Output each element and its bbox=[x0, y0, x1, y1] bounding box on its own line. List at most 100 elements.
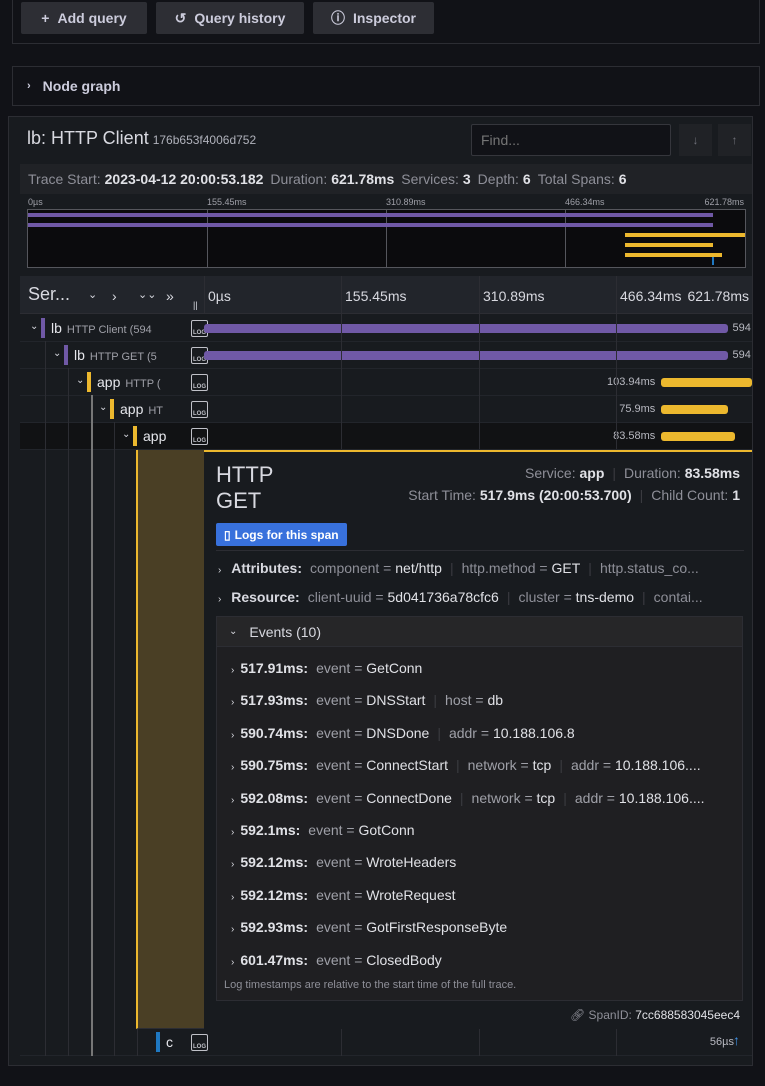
trace-title: lb: HTTP Client 176b653f4006d752 bbox=[27, 128, 257, 148]
history-icon: ↺ bbox=[174, 9, 187, 26]
expand-all-icon[interactable]: » bbox=[166, 288, 174, 304]
chevron-down-icon[interactable]: ⌄ bbox=[122, 429, 131, 440]
service-color-bar bbox=[87, 372, 91, 392]
chevron-right-icon: › bbox=[231, 891, 235, 903]
chevron-right-icon: › bbox=[27, 80, 31, 92]
chevron-right-icon: › bbox=[231, 827, 235, 838]
minimap-span bbox=[625, 253, 722, 257]
attributes-item: http.status_co... bbox=[599, 560, 699, 576]
plus-icon: + bbox=[41, 10, 50, 26]
span-row[interactable]: ⌄ lb HTTP GET (5 LOG 594 bbox=[20, 342, 752, 369]
prev-result-button[interactable]: ↑ bbox=[718, 124, 751, 156]
next-result-button[interactable]: ↓ bbox=[679, 124, 712, 156]
chevron-right-icon: › bbox=[231, 697, 235, 709]
span-row[interactable]: ⌄ lb HTTP Client (594 LOG 594 bbox=[20, 315, 752, 342]
chevron-right-icon: › bbox=[231, 729, 235, 741]
span-name[interactable]: lb HTTP GET (5 bbox=[74, 347, 157, 363]
span-id[interactable]: 🔗︎ SpanID: 7cc688583045eec4 bbox=[569, 1008, 740, 1022]
log-icon[interactable]: LOG bbox=[191, 428, 208, 445]
resource-item: client-uuid = 5d041736a78cfc6 bbox=[307, 589, 499, 605]
event-row[interactable]: › 592.1ms: event = GotConn bbox=[231, 822, 415, 838]
event-row[interactable]: › 592.93ms: event = GotFirstResponseByte bbox=[231, 919, 508, 936]
span-name[interactable]: app bbox=[143, 428, 167, 444]
arrow-down-icon: ↓ bbox=[692, 133, 699, 147]
chevron-down-icon: ⌄ bbox=[229, 626, 238, 637]
log-icon[interactable]: LOG bbox=[191, 401, 208, 418]
expand-one-icon[interactable]: › bbox=[112, 288, 117, 304]
events-section: ⌄ Events (10) › 517.91ms: event = GetConn › 5… bbox=[216, 616, 743, 1001]
timeline-tick: 155.45ms bbox=[345, 288, 407, 304]
chevron-down-icon[interactable]: ⌄ bbox=[99, 402, 108, 413]
span-row[interactable]: ⌄ app HTTP ( LOG 103.94ms bbox=[20, 369, 752, 396]
chevron-right-icon: › bbox=[231, 859, 235, 871]
chevron-down-icon[interactable]: ⌄ bbox=[53, 348, 62, 359]
minimap-gridline bbox=[565, 210, 566, 267]
info-icon: ⓘ bbox=[330, 10, 345, 26]
span-row[interactable]: c LOG 56µs ↑ bbox=[20, 1029, 752, 1056]
chevron-down-icon[interactable]: ⌄ bbox=[30, 321, 39, 332]
query-toolbar: + Add query ↺ Query history ⓘ Inspector bbox=[12, 0, 760, 44]
span-name[interactable]: app HT bbox=[120, 401, 164, 417]
chevron-right-icon: › bbox=[231, 665, 235, 676]
collapse-all-icon[interactable]: ⌄⌄ bbox=[138, 289, 157, 301]
event-row[interactable]: › 517.93ms: event = DNSStart | host = db bbox=[231, 692, 504, 709]
minimap-span bbox=[625, 233, 746, 237]
span-name[interactable]: c bbox=[166, 1034, 173, 1050]
attributes-row[interactable]: › Attributes: component = net/http | http.m… bbox=[218, 560, 699, 576]
service-color-bar bbox=[110, 399, 114, 419]
timeline-gridline bbox=[341, 314, 342, 449]
chevron-right-icon: › bbox=[231, 794, 235, 806]
span-bar[interactable] bbox=[661, 405, 729, 414]
span-row[interactable]: ⌄ app LOG 83.58ms bbox=[20, 423, 752, 450]
span-name[interactable]: lb HTTP Client (594 bbox=[51, 320, 152, 336]
span-bar[interactable] bbox=[661, 378, 752, 387]
span-duration-label: 103.94ms bbox=[606, 376, 656, 388]
span-bar[interactable] bbox=[661, 432, 736, 441]
minimap-tick: 155.45ms bbox=[207, 197, 247, 207]
query-history-button[interactable]: ↺ Query history bbox=[156, 2, 304, 34]
minimap-tick: 621.78ms bbox=[704, 197, 744, 207]
span-name[interactable]: app HTTP ( bbox=[97, 374, 161, 390]
event-row[interactable]: › 592.12ms: event = WroteHeaders bbox=[231, 854, 457, 871]
event-row[interactable]: › 590.74ms: event = DNSDone | addr = 10.188.… bbox=[231, 724, 575, 741]
collapse-one-icon[interactable]: ⌄ bbox=[88, 289, 98, 301]
trace-minimap[interactable] bbox=[27, 209, 746, 268]
timeline-tick: 621.78ms bbox=[687, 288, 749, 304]
chevron-down-icon[interactable]: ⌄ bbox=[76, 375, 85, 386]
event-row[interactable]: › 601.47ms: event = ClosedBody bbox=[231, 951, 442, 968]
minimap-gridline bbox=[207, 210, 208, 267]
column-divider bbox=[341, 276, 342, 314]
event-row[interactable]: › 592.12ms: event = WroteRequest bbox=[231, 886, 456, 903]
event-row[interactable]: › 592.08ms: event = ConnectDone | network = … bbox=[231, 789, 705, 806]
span-duration-label: 594 bbox=[732, 322, 751, 334]
events-toggle[interactable]: ⌄ Events (10) bbox=[217, 617, 742, 647]
find-input[interactable] bbox=[471, 124, 671, 156]
inspector-button[interactable]: ⓘ Inspector bbox=[313, 2, 434, 34]
timeline-tick: 310.89ms bbox=[483, 288, 545, 304]
column-resizer[interactable]: || bbox=[193, 300, 198, 310]
timeline-gridline bbox=[479, 314, 480, 449]
timeline-gridline bbox=[341, 1029, 342, 1056]
tree-guide bbox=[114, 422, 115, 1056]
logs-for-span-button[interactable]: ▯ Logs for this span bbox=[216, 523, 347, 546]
divider bbox=[216, 550, 744, 551]
selected-span-gutter bbox=[136, 450, 204, 1029]
span-duration-label: 75.9ms bbox=[619, 403, 656, 415]
span-row[interactable]: ⌄ app HT LOG 75.9ms bbox=[20, 396, 752, 423]
event-row[interactable]: › 517.91ms: event = GetConn bbox=[231, 660, 423, 676]
column-divider bbox=[616, 276, 617, 314]
span-detail: HTTP GET Service: app | Duration: 83.58ms S… bbox=[204, 450, 752, 1029]
log-icon[interactable]: LOG bbox=[191, 374, 208, 391]
event-row[interactable]: › 590.75ms: event = ConnectStart | network =… bbox=[231, 757, 701, 774]
node-graph-toggle[interactable]: › Node graph bbox=[12, 66, 760, 106]
resource-row[interactable]: › Resource: client-uuid = 5d041736a78cfc6… bbox=[218, 589, 703, 605]
add-query-button[interactable]: + Add query bbox=[21, 2, 147, 34]
span-bar[interactable] bbox=[204, 351, 729, 360]
log-icon[interactable]: LOG bbox=[191, 1034, 208, 1051]
minimap-span bbox=[711, 257, 714, 265]
minimap-span bbox=[28, 213, 713, 217]
minimap-tick: 0µs bbox=[28, 197, 43, 207]
span-bar[interactable] bbox=[204, 324, 729, 333]
span-duration-label: 594 bbox=[732, 349, 751, 361]
timeline-gridline bbox=[616, 1029, 617, 1056]
